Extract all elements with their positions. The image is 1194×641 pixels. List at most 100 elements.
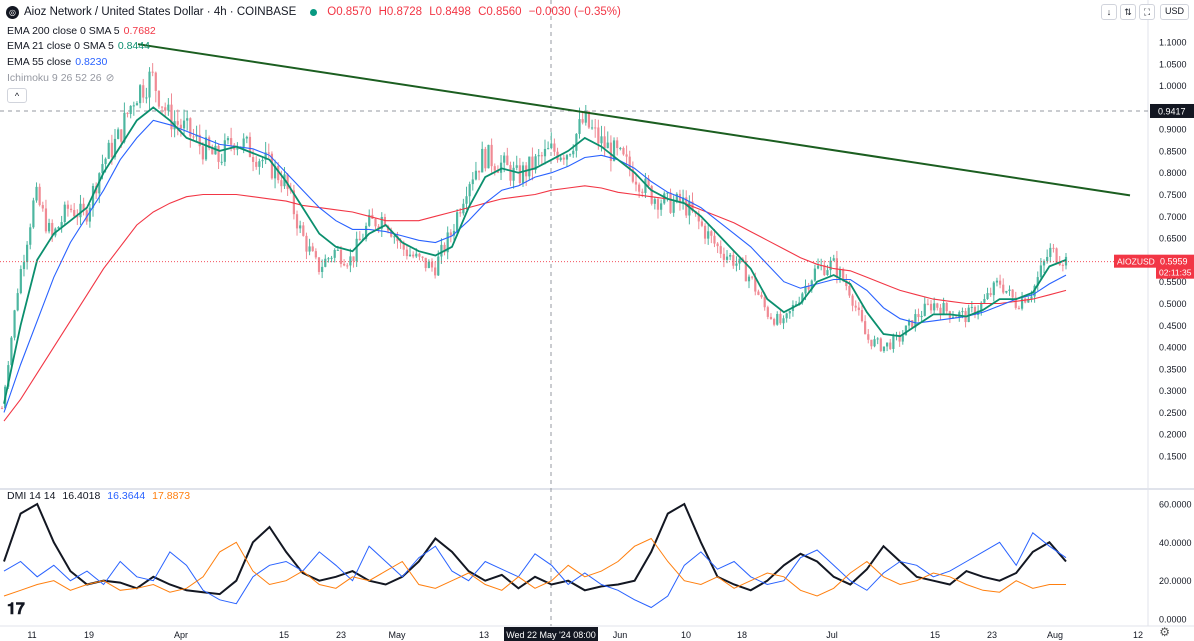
price-tick-label: 0.7000	[1159, 212, 1187, 222]
candle-body	[346, 265, 349, 267]
candle-body	[1061, 264, 1064, 266]
candle-body	[901, 335, 904, 342]
candle-body	[980, 302, 983, 311]
candle-body	[550, 143, 553, 149]
candle-body	[35, 186, 38, 201]
legend-ichimoku[interactable]: Ichimoku 9 26 52 26 ⊘	[7, 72, 114, 84]
candle-body	[681, 197, 685, 204]
candle-body	[634, 181, 638, 185]
symbol-title[interactable]: Aioz Network / United States Dollar · 4h…	[24, 6, 297, 18]
candle-body	[829, 260, 832, 271]
candle-body	[942, 302, 945, 315]
candle-body	[456, 212, 459, 231]
candle-body	[380, 216, 383, 229]
ema200-line	[3, 185, 1067, 422]
candle-body	[164, 107, 167, 111]
candle-body	[1017, 307, 1021, 309]
candle-body	[729, 255, 732, 257]
candle-body	[647, 178, 650, 187]
candle-body	[88, 207, 91, 222]
candle-body	[534, 156, 537, 170]
candle-body	[914, 314, 917, 328]
candle-body	[245, 136, 248, 139]
candle-body	[970, 306, 973, 308]
candle-body	[597, 127, 600, 144]
legend-dmi[interactable]: DMI 14 14 16.4018 16.3644 17.8873	[7, 490, 190, 502]
collapse-legend-button[interactable]: ^	[7, 88, 27, 103]
candle-body	[208, 137, 211, 149]
candle-body	[324, 258, 327, 267]
ema200-value: 0.7682	[123, 25, 156, 37]
ohlc-values: O0.8570 H0.8728 L0.8498 C0.8560 −0.0030 …	[327, 6, 625, 18]
candle-body	[864, 321, 867, 335]
symbol-tag-bg	[1114, 254, 1156, 268]
candle-body	[794, 304, 798, 306]
candle-body	[581, 119, 584, 123]
arrow-down-icon[interactable]: ↓	[1101, 4, 1117, 20]
candle-body	[286, 174, 289, 189]
candle-body	[154, 72, 157, 91]
candle-body	[477, 170, 481, 173]
currency-selector[interactable]: USD	[1160, 4, 1190, 20]
candle-body	[521, 165, 525, 183]
candle-body	[135, 103, 139, 106]
candle-body	[66, 204, 70, 209]
candle-body	[961, 311, 964, 313]
candle-body	[321, 266, 324, 272]
legend-ema21[interactable]: EMA 21 close 0 SMA 5 0.8444	[7, 40, 150, 52]
candle-body	[440, 244, 443, 257]
candle-body	[816, 265, 820, 269]
candle-body	[236, 146, 239, 150]
candle-body	[917, 314, 920, 318]
gear-icon[interactable]: ⚙	[1159, 625, 1170, 639]
candle-body	[368, 214, 371, 226]
candle-body	[973, 306, 977, 315]
candle-body	[660, 203, 663, 210]
candle-body	[713, 235, 716, 244]
candle-body	[929, 303, 933, 311]
hover-price-bg	[1150, 103, 1194, 118]
time-tick-label: May	[388, 630, 406, 640]
candle-body	[722, 253, 725, 260]
resistance-trendline	[137, 43, 1131, 197]
candle-body	[644, 178, 647, 193]
candle-body	[738, 258, 741, 264]
ema55-value: 0.8230	[75, 56, 108, 68]
legend-ema55[interactable]: EMA 55 close 0.8230	[7, 56, 107, 68]
candle-body	[51, 222, 54, 236]
candle-body	[142, 85, 145, 98]
time-tick-label: 10	[681, 630, 691, 640]
time-tick-label: 13	[479, 630, 489, 640]
candle-body	[1046, 256, 1049, 262]
expand-icon[interactable]: ⇅	[1120, 4, 1136, 20]
candle-body	[38, 186, 41, 206]
candle-body	[295, 214, 299, 229]
candle-body	[779, 313, 782, 324]
tradingview-logo-icon[interactable]: 𝟏𝟕	[7, 601, 25, 618]
candle-body	[201, 146, 204, 160]
candle-body	[509, 165, 512, 181]
candle-body	[220, 161, 223, 163]
candle-body	[73, 210, 76, 217]
candle-body	[904, 325, 908, 336]
candle-body	[744, 261, 747, 282]
candle-body	[951, 316, 955, 319]
candle-body	[242, 138, 245, 147]
candle-body	[512, 167, 515, 181]
candle-body	[898, 334, 901, 342]
candle-body	[1058, 262, 1061, 265]
fullscreen-icon[interactable]: ⛶	[1139, 4, 1155, 20]
candle-body	[211, 148, 214, 155]
candle-body	[170, 104, 173, 130]
candle-body	[449, 232, 452, 236]
ichimoku-label: Ichimoku 9 26 52 26	[7, 72, 102, 84]
legend-ema200[interactable]: EMA 200 close 0 SMA 5 0.7682	[7, 25, 156, 37]
candle-body	[543, 148, 547, 157]
candle-body	[258, 161, 261, 167]
candle-body	[120, 129, 123, 142]
candle-body	[107, 142, 110, 159]
candle-body	[851, 295, 854, 306]
candle-body	[842, 269, 845, 281]
dmi-label: DMI 14 14	[7, 490, 56, 502]
